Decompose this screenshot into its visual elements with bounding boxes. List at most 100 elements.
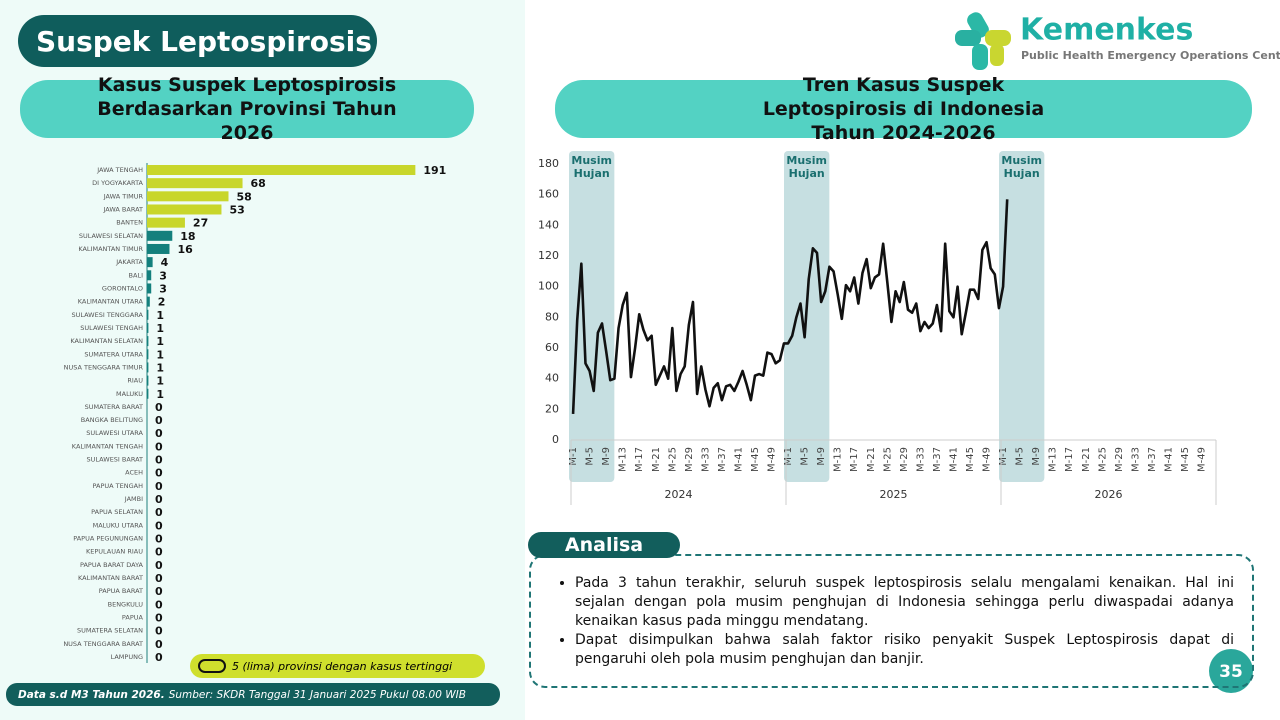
group-label: 2024: [665, 488, 693, 501]
value-label: 68: [251, 177, 266, 190]
x-tick-label: M-21: [651, 447, 662, 472]
bar: [147, 322, 149, 333]
analysis-bullet: Pada 3 tahun terakhir, seluruh suspek le…: [575, 574, 1234, 631]
value-label: 0: [155, 625, 163, 638]
value-label: 0: [155, 506, 163, 519]
x-tick-label: M-9: [816, 447, 827, 466]
season-band: [569, 151, 615, 482]
value-label: 1: [156, 361, 164, 374]
y-tick-label: 160: [538, 188, 559, 201]
x-tick-label: M-1: [998, 447, 1009, 466]
value-label: 0: [155, 454, 163, 467]
value-label: 27: [193, 217, 208, 230]
footnote-bold: Data s.d M3 Tahun 2026.: [18, 688, 165, 701]
footnote-text: Sumber: SKDR Tanggal 31 Januari 2025 Puk…: [168, 688, 466, 701]
band-label: Musim Hujan: [1001, 154, 1042, 180]
x-tick-label: M-37: [1147, 447, 1158, 472]
x-tick-label: M-9: [601, 447, 612, 466]
group-label: 2026: [1095, 488, 1123, 501]
x-tick-label: M-45: [965, 447, 976, 472]
page-number: 35: [1219, 662, 1243, 682]
x-tick-label: M-5: [800, 447, 811, 466]
category-label: KEPULAUAN RIAU: [86, 548, 143, 556]
x-tick-label: M-29: [684, 447, 695, 472]
category-label: MALUKU: [116, 390, 143, 398]
trend-line: [571, 199, 1009, 414]
bar: [147, 309, 149, 320]
y-tick-label: 60: [545, 341, 559, 354]
category-label: KALIMANTAN TENGAH: [72, 442, 143, 450]
legend-note: 5 (lima) provinsi dengan kasus tertinggi: [190, 654, 485, 678]
legend-symbol: [198, 659, 226, 673]
value-label: 0: [155, 493, 163, 506]
x-tick-label: M-9: [1031, 447, 1042, 466]
x-tick-label: M-17: [634, 447, 645, 472]
bar: [147, 283, 152, 294]
x-tick-label: M-41: [733, 447, 744, 472]
x-tick-label: M-21: [866, 447, 877, 472]
analysis-list: Pada 3 tahun terakhir, seluruh suspek le…: [531, 574, 1234, 669]
category-label: SULAWESI TENGGARA: [71, 311, 143, 319]
band-label: Musim Hujan: [571, 154, 612, 180]
category-label: BANGKA BELITUNG: [81, 416, 143, 424]
x-tick-label: M-13: [618, 447, 629, 472]
x-tick-label: M-45: [1180, 447, 1191, 472]
x-tick-label: M-25: [882, 447, 893, 472]
x-tick-label: M-45: [750, 447, 761, 472]
category-label: SULAWESI UTARA: [86, 429, 143, 437]
y-tick-label: 100: [538, 280, 559, 293]
logo-name: Kemenkes: [1020, 13, 1193, 48]
category-label: JAWA TENGAH: [96, 166, 143, 174]
x-tick-label: M-37: [717, 447, 728, 472]
x-tick-label: M-41: [1163, 447, 1174, 472]
bar: [147, 336, 149, 347]
y-tick-label: 0: [552, 433, 559, 446]
value-label: 0: [155, 546, 163, 559]
value-label: 18: [180, 230, 195, 243]
logo-subtitle: Public Health Emergency Operations Cente…: [1021, 49, 1280, 62]
value-label: 0: [155, 440, 163, 453]
x-tick-label: M-5: [1015, 447, 1026, 466]
bar: [147, 178, 243, 189]
group-label: 2025: [880, 488, 908, 501]
category-label: ACEH: [125, 469, 143, 477]
x-tick-label: M-41: [948, 447, 959, 472]
value-label: 0: [155, 480, 163, 493]
value-label: 0: [155, 572, 163, 585]
x-tick-label: M-1: [568, 447, 579, 466]
category-label: PAPUA BARAT: [99, 587, 143, 595]
y-tick-label: 40: [545, 372, 559, 385]
category-label: JAMBI: [124, 495, 143, 503]
value-label: 0: [155, 651, 163, 664]
category-label: NUSA TENGGARA TIMUR: [64, 363, 144, 371]
bar: [147, 270, 152, 281]
x-tick-label: M-13: [833, 447, 844, 472]
category-label: BALI: [129, 271, 144, 279]
x-tick-label: M-49: [767, 447, 778, 472]
value-label: 0: [155, 467, 163, 480]
x-tick-label: M-25: [1097, 447, 1108, 472]
x-tick-label: M-33: [1130, 447, 1141, 472]
category-label: PAPUA: [122, 614, 144, 622]
value-label: 0: [155, 401, 163, 414]
y-tick-label: 140: [538, 218, 559, 231]
x-tick-label: M-29: [899, 447, 910, 472]
category-label: JAKARTA: [115, 258, 143, 266]
slide-title: Suspek Leptospirosis: [18, 15, 377, 67]
category-label: GORONTALO: [102, 284, 143, 292]
x-tick-label: M-49: [1197, 447, 1208, 472]
footnote: Data s.d M3 Tahun 2026. Sumber: SKDR Tang…: [6, 683, 500, 706]
value-label: 53: [229, 203, 244, 216]
value-label: 0: [155, 533, 163, 546]
value-label: 0: [155, 598, 163, 611]
category-label: KALIMANTAN BARAT: [78, 574, 143, 582]
value-label: 0: [155, 427, 163, 440]
value-label: 1: [156, 335, 164, 348]
value-label: 58: [236, 190, 251, 203]
x-tick-label: M-13: [1048, 447, 1059, 472]
x-tick-label: M-29: [1114, 447, 1125, 472]
bar: [147, 296, 150, 307]
legend-text: 5 (lima) provinsi dengan kasus tertinggi: [232, 659, 453, 673]
category-label: PAPUA TENGAH: [93, 482, 144, 490]
